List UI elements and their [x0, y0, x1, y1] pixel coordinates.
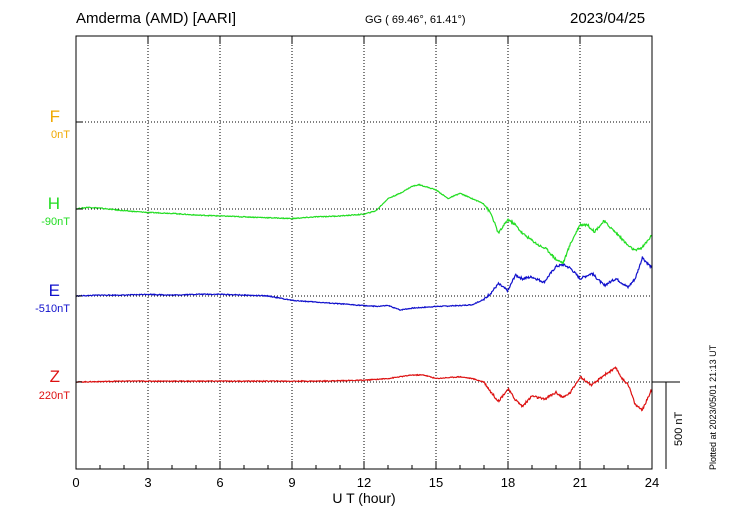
channel-h-offset: -90nT — [41, 216, 70, 228]
x-tick-label: 21 — [573, 475, 587, 490]
x-tick-label: 3 — [144, 475, 151, 490]
x-tick-label: 18 — [501, 475, 515, 490]
plotted-timestamp: Plotted at 2023/05/01 21:13 UT — [708, 344, 718, 470]
x-tick-label: 12 — [357, 475, 371, 490]
x-tick-label: 0 — [72, 475, 79, 490]
scale-bar — [652, 381, 680, 469]
geographic-coordinates: GG ( 69.46°, 61.41°) — [365, 14, 466, 26]
x-axis-label: U T (hour) — [332, 490, 395, 506]
channel-f-label: F — [49, 107, 60, 126]
x-tick-label: 24 — [645, 475, 659, 490]
series-traces — [75, 183, 653, 412]
grid-lines — [76, 36, 652, 469]
date-label: 2023/04/25 — [570, 10, 646, 27]
trace-z — [75, 366, 653, 412]
channel-e-label: E — [48, 281, 60, 300]
channel-z-label: Z — [49, 367, 60, 386]
x-tick-label: 15 — [429, 475, 443, 490]
x-axis-ticks: 0 3 6 9 12 15 18 21 24 — [72, 36, 659, 490]
trace-e — [75, 256, 653, 311]
channel-e-offset: -510nT — [35, 303, 70, 315]
x-tick-label: 6 — [216, 475, 223, 490]
station-title: Amderma (AMD) [AARI] — [76, 10, 237, 27]
channel-f-offset: 0nT — [51, 129, 70, 141]
trace-h — [75, 183, 653, 266]
x-tick-label: 9 — [288, 475, 295, 490]
scale-bar-label: 500 nT — [673, 411, 685, 446]
channel-h-label: H — [47, 194, 60, 213]
channel-z-offset: 220nT — [38, 390, 70, 402]
